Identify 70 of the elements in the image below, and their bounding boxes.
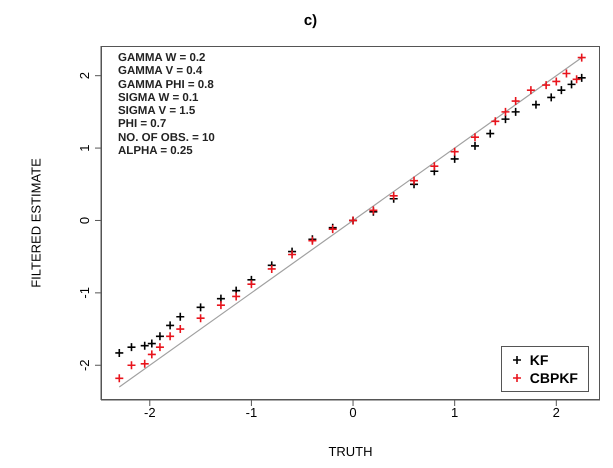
point	[175, 312, 186, 322]
point	[566, 80, 576, 90]
annotation: GAMMA PHI = 0.8	[118, 78, 215, 92]
y-tick-label: -1	[77, 287, 92, 299]
point	[562, 68, 572, 78]
point	[576, 73, 587, 83]
point	[147, 350, 157, 360]
point	[147, 338, 157, 348]
annotation: SIGMA V = 1.5	[118, 105, 196, 118]
point	[126, 360, 136, 370]
annotation: NO. OF OBS. = 10	[118, 132, 215, 146]
annotation: GAMMA W = 0.2	[118, 52, 206, 66]
x-tick-label: 2	[552, 405, 560, 420]
point	[470, 132, 480, 142]
point	[490, 116, 500, 126]
point	[510, 107, 520, 117]
point	[175, 324, 186, 334]
annotation: SIGMA W = 0.1	[118, 92, 200, 106]
point	[556, 85, 566, 95]
point	[126, 342, 136, 352]
point	[140, 340, 150, 351]
y-tick-label: -2	[77, 359, 92, 372]
point	[526, 85, 536, 95]
y-tick-label: 2	[77, 72, 92, 80]
chart-title: c)	[302, 12, 318, 29]
point	[140, 359, 150, 369]
point	[450, 146, 460, 156]
point	[388, 191, 398, 201]
point	[546, 92, 556, 102]
annotation: GAMMA V = 0.4	[118, 65, 204, 79]
x-tick-label: -2	[144, 405, 156, 420]
y-axis-title: FILTERED ESTIMATE	[28, 158, 44, 288]
point	[409, 176, 419, 186]
point	[196, 302, 206, 312]
point	[430, 161, 440, 171]
point	[231, 286, 241, 296]
y-tick-label: 0	[77, 216, 92, 224]
point	[576, 52, 587, 62]
point	[552, 76, 562, 86]
point	[165, 320, 175, 330]
x-tick-label: -1	[246, 405, 258, 420]
point	[470, 141, 480, 151]
point	[541, 80, 551, 90]
point	[216, 294, 226, 304]
point	[246, 279, 256, 289]
point	[155, 331, 165, 342]
y-tick-label: 1	[77, 144, 92, 152]
point	[266, 264, 277, 274]
annotation: ALPHA = 0.25	[118, 145, 194, 158]
point	[500, 114, 510, 124]
point	[216, 300, 226, 310]
x-tick-label: 1	[451, 405, 458, 420]
point	[500, 107, 510, 117]
x-tick-label: 0	[349, 405, 357, 420]
legend-label: KF	[530, 351, 548, 369]
point	[155, 342, 165, 352]
annotation: PHI = 0.7	[118, 118, 168, 132]
x-axis-title: TRUTH	[328, 444, 373, 459]
point	[165, 331, 175, 342]
point	[231, 292, 241, 302]
point	[196, 313, 206, 323]
legend-label: CBPKF	[530, 369, 578, 387]
point	[531, 100, 541, 110]
point	[572, 74, 582, 84]
point	[287, 250, 297, 260]
point	[450, 154, 460, 164]
point	[510, 96, 520, 106]
point	[114, 348, 124, 358]
point	[485, 128, 496, 138]
point	[114, 373, 124, 384]
